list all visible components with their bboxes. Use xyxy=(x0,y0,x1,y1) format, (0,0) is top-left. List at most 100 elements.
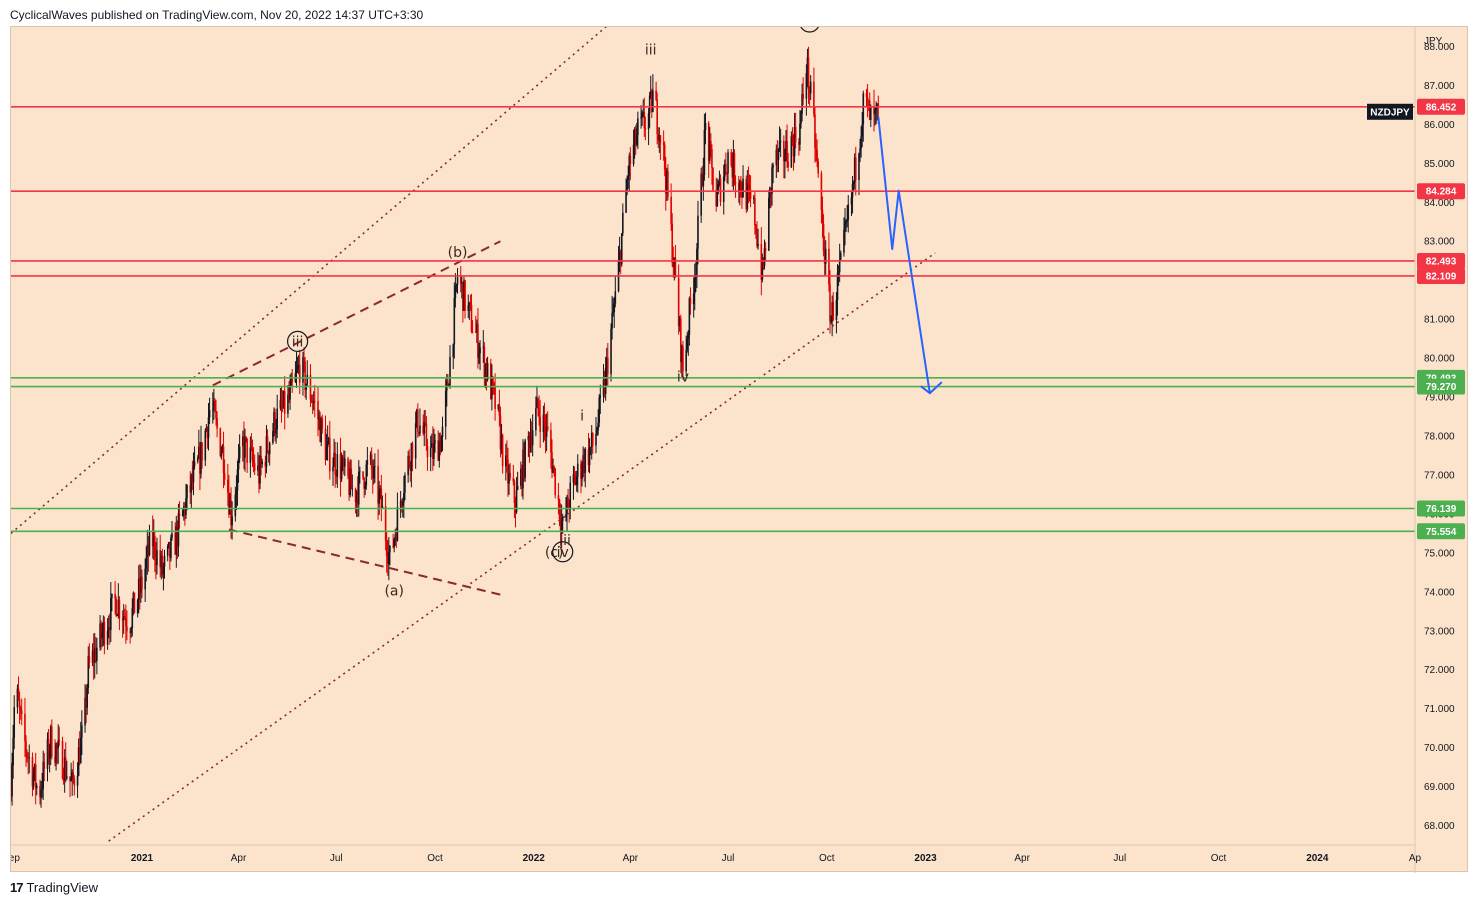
candle-body-578 xyxy=(877,103,880,108)
candle-body-36 xyxy=(63,757,66,781)
candle-body-214 xyxy=(332,466,334,472)
candle-body-347 xyxy=(530,435,533,446)
candle-body-485 xyxy=(739,180,741,191)
candle-body-333 xyxy=(509,473,511,478)
candle-body-313 xyxy=(479,347,481,354)
candle-body-50 xyxy=(85,697,87,708)
wave-label-5: i xyxy=(580,408,584,424)
candle-body-388 xyxy=(591,432,594,446)
time-tick-13: 2024 xyxy=(1306,853,1329,864)
dotted-channel-line-1 xyxy=(108,252,936,842)
nzdjpy-chart[interactable]: iii(b)(a)(c)iviiiiiiivvv 68.00069.00070.… xyxy=(11,27,1469,873)
candle-body-205 xyxy=(318,416,320,420)
candle-body-299 xyxy=(459,277,462,284)
candle-body-135 xyxy=(213,401,215,410)
candle-body-473 xyxy=(719,178,722,202)
tradingview-footer[interactable]: 17 TradingView xyxy=(10,880,98,895)
price-tick-16: 84.000 xyxy=(1424,198,1455,209)
time-axis: Sep 2021 Apr Jul Oct 2022 Apr Jul Oct 2023 Apr Jul O… xyxy=(11,853,1422,864)
candle-body-396 xyxy=(604,368,607,394)
candle-body-561 xyxy=(852,181,855,184)
candle-body-141 xyxy=(221,446,224,453)
candle-body-397 xyxy=(605,357,608,369)
candle-body-225 xyxy=(348,476,350,496)
candle-body-49 xyxy=(84,697,86,726)
candle-body-232 xyxy=(357,471,360,505)
candle-body-386 xyxy=(589,446,592,448)
time-tick-5: 2022 xyxy=(523,853,546,864)
dashed-trendline-3 xyxy=(228,528,505,597)
candle-body-279 xyxy=(429,447,432,457)
candle-body-532 xyxy=(808,89,811,94)
candle-body-44 xyxy=(76,775,79,786)
candle-body-540 xyxy=(821,210,824,224)
candle-body-392 xyxy=(598,397,601,423)
projection-path xyxy=(877,116,931,394)
candle-body-339 xyxy=(520,468,522,487)
candle-body-91 xyxy=(146,544,149,558)
candle-body-466 xyxy=(710,140,712,149)
candle-body-55 xyxy=(92,650,95,663)
candle-body-484 xyxy=(737,183,740,191)
candle-body-242 xyxy=(373,466,375,479)
candle-body-310 xyxy=(476,323,478,333)
candle-body-577 xyxy=(876,103,879,107)
candle-body-302 xyxy=(463,280,465,311)
candle-body-434 xyxy=(662,142,665,145)
candle-body-548 xyxy=(832,302,835,320)
candle-body-273 xyxy=(419,425,421,434)
candle-body-534 xyxy=(813,81,815,115)
price-tick-13: 81.000 xyxy=(1424,315,1455,326)
candle-body-30 xyxy=(55,744,57,763)
candle-body-114 xyxy=(181,510,184,516)
candle-body-295 xyxy=(453,297,456,345)
price-tick-5: 73.000 xyxy=(1424,626,1455,637)
candle-body-149 xyxy=(234,494,237,517)
candle-body-543 xyxy=(824,248,827,264)
candle-body-35 xyxy=(62,778,65,781)
candle-body-418 xyxy=(637,118,639,136)
candle-body-171 xyxy=(266,436,269,452)
candle-body-202 xyxy=(312,400,315,403)
candle-body-402 xyxy=(613,303,616,313)
candle-body-519 xyxy=(790,136,793,168)
candle-body-71 xyxy=(116,615,119,617)
candle-body-445 xyxy=(678,318,681,327)
candle-body-510 xyxy=(776,149,779,160)
candle-body-414 xyxy=(632,144,635,165)
candle-body-107 xyxy=(170,537,172,558)
candle-body-552 xyxy=(838,259,841,272)
level-badge-82.493 xyxy=(1417,252,1465,269)
candle-body-421 xyxy=(642,111,645,113)
candle-body-253 xyxy=(389,546,391,553)
candle-body-460 xyxy=(701,173,704,186)
candle-body-240 xyxy=(370,454,373,470)
candle-body-20 xyxy=(40,790,42,797)
candle-body-146 xyxy=(229,500,231,515)
candle-body-509 xyxy=(775,149,778,166)
time-tick-14: Ap xyxy=(1409,853,1422,864)
time-tick-0: Sep xyxy=(11,853,20,864)
candle-body-358 xyxy=(546,426,549,430)
candle-body-78 xyxy=(126,626,128,632)
candle-body-52 xyxy=(87,656,90,688)
candle-body-429 xyxy=(655,90,657,101)
candle-body-143 xyxy=(223,472,226,480)
candle-body-34 xyxy=(61,741,64,779)
candle-body-350 xyxy=(536,398,538,409)
candle-body-18 xyxy=(35,786,38,789)
candle-body-2 xyxy=(12,738,14,766)
candle-body-177 xyxy=(275,429,277,434)
candle-body-330 xyxy=(506,455,508,460)
candle-body-455 xyxy=(693,277,696,294)
candle-body-311 xyxy=(477,323,479,358)
candle-body-479 xyxy=(730,152,733,166)
candle-body-518 xyxy=(787,161,789,168)
candle-body-441 xyxy=(672,262,675,268)
chart-area[interactable]: iii(b)(a)(c)iviiiiiiivvv 68.00069.00070.… xyxy=(10,26,1469,873)
price-tick-4: 72.000 xyxy=(1424,665,1455,676)
candle-body-564 xyxy=(858,153,860,181)
candle-body-121 xyxy=(191,475,194,483)
price-tick-7: 75.000 xyxy=(1424,548,1455,559)
candle-body-576 xyxy=(875,106,877,110)
